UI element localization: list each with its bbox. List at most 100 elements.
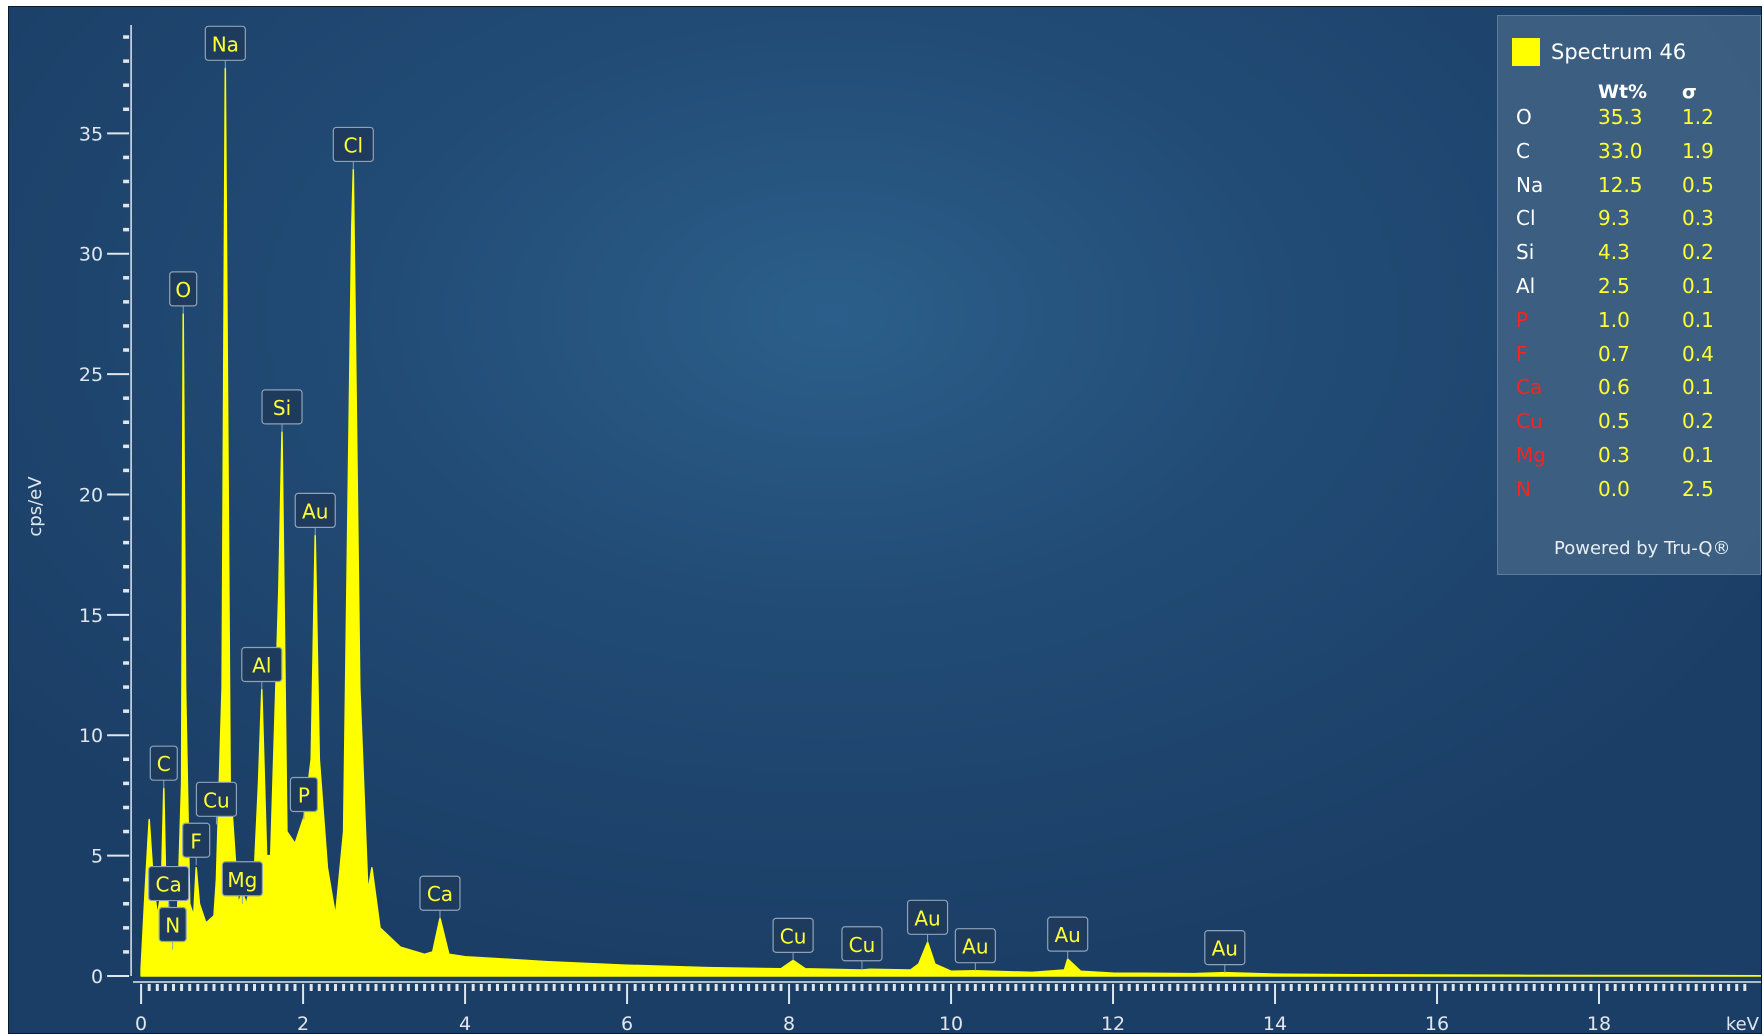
legend-row: Ca 0.6 0.1	[1498, 370, 1760, 404]
legend-row: P 1.0 0.1	[1498, 303, 1760, 337]
legend-row: F 0.7 0.4	[1498, 337, 1760, 371]
x-tick-label: 0	[135, 1013, 147, 1033]
legend-series-name: Spectrum 46	[1551, 40, 1687, 64]
peak-label: Au	[1047, 916, 1089, 960]
legend-element: F	[1516, 341, 1528, 366]
peak-label-text: C	[157, 752, 171, 776]
legend-sigma-value: 0.4	[1682, 341, 1714, 366]
y-axis: 0 5 10 15 20 25 30 35	[79, 25, 132, 988]
legend-wt-value: 1.0	[1598, 307, 1630, 332]
peak-label: Cu	[841, 926, 883, 969]
legend-wt-value: 35.3	[1598, 105, 1643, 129]
y-tick-label: 5	[91, 846, 103, 868]
series-area	[140, 67, 1761, 977]
legend-sigma-value: 1.2	[1682, 105, 1714, 129]
legend-element: Cu	[1516, 409, 1543, 434]
legend-row: Si 4.3 0.2	[1498, 235, 1760, 269]
peak-label: C	[149, 745, 178, 789]
peak-label-text: Cl	[344, 133, 364, 157]
legend-wt-value: 0.6	[1598, 375, 1630, 400]
legend-row: Al 2.5 0.1	[1498, 269, 1760, 303]
peak-label: Na	[204, 25, 246, 69]
peak-label-text: Na	[212, 32, 239, 56]
peak-label-box	[332, 126, 374, 163]
legend-wt-value: 0.3	[1598, 443, 1630, 467]
peak-label-text: Au	[1055, 923, 1081, 947]
peak-label-text: F	[190, 829, 202, 853]
legend-sigma-value: 0.1	[1682, 307, 1714, 332]
peak-label-box	[772, 917, 814, 953]
legend-footer: Powered by Tru-Q®	[1554, 538, 1731, 559]
legend-panel: Spectrum 46 Wt% σ O 35.3 1.2 C 33.0 1.9 Na 12.5…	[1497, 15, 1761, 575]
legend-element: Al	[1516, 274, 1536, 298]
legend-sigma-value: 0.3	[1682, 206, 1714, 231]
legend-element: Si	[1516, 240, 1535, 265]
legend-header-wt: Wt%	[1598, 81, 1648, 103]
peak-label: P	[289, 776, 318, 820]
y-tick-label: 25	[79, 364, 103, 386]
peak-label: Mg	[221, 861, 263, 904]
legend-row: O 35.3 1.2	[1498, 100, 1760, 134]
legend-element: P	[1516, 307, 1529, 332]
peak-label-box	[841, 926, 883, 962]
peak-label: Cu	[772, 917, 814, 961]
legend-wt-value: 2.5	[1598, 274, 1630, 298]
legend-sigma-value: 0.1	[1682, 375, 1714, 400]
peak-label-box	[158, 906, 187, 943]
legend-sigma-value: 0.1	[1682, 443, 1714, 467]
legend-sigma-value: 0.2	[1682, 409, 1714, 434]
legend-element: Mg	[1516, 443, 1546, 467]
x-tick-label: 18	[1587, 1013, 1611, 1033]
peak-label-text: Si	[273, 396, 291, 420]
x-axis-title: keV	[1726, 1014, 1760, 1033]
y-tick-label: 10	[79, 725, 103, 747]
peak-label-text: Ca	[427, 882, 453, 906]
peak-label-text: Cu	[780, 924, 807, 948]
peak-label: Al	[241, 646, 283, 690]
peak-labels: Na Cl O Si Au Al C Cu P F Mg Ca N Ca Cu Cu Au Au Au Au	[148, 25, 1246, 973]
legend-wt-value: 33.0	[1598, 138, 1643, 163]
spectrum-chart: 0 5 10 15 20 25 30 35 0 2 4 6 8 10 12 14 16 18 Na Cl O Si Au…	[25, 25, 1761, 1033]
peak-label: Si	[261, 389, 303, 432]
legend-swatch	[1512, 38, 1540, 66]
legend-wt-value: 0.7	[1598, 341, 1630, 366]
peak-label-box	[419, 875, 461, 911]
legend-element: O	[1516, 105, 1532, 129]
peak-label-box	[261, 389, 303, 425]
peak-label-text: P	[298, 784, 310, 808]
peak-label: Au	[294, 492, 336, 536]
peak-label-box	[148, 865, 190, 902]
legend-element: Ca	[1516, 375, 1543, 400]
peak-label: Au	[954, 928, 996, 971]
peak-label-box	[1204, 930, 1246, 966]
peak-label-text: N	[165, 914, 180, 938]
legend-sigma-value: 2.5	[1682, 476, 1714, 501]
legend-element: C	[1516, 138, 1530, 163]
x-tick-label: 14	[1263, 1013, 1287, 1033]
x-tick-label: 12	[1101, 1013, 1125, 1033]
legend-wt-value: 4.3	[1598, 240, 1630, 265]
legend-row: Mg 0.3 0.1	[1498, 438, 1760, 472]
spectrum-chart-frame: 0 5 10 15 20 25 30 35 0 2 4 6 8 10 12 14 16 18 Na Cl O Si Au…	[8, 6, 1762, 1034]
peak-label-text: Al	[252, 653, 271, 677]
legend-row: N 0.0 2.5	[1498, 472, 1760, 506]
peak-label-text: O	[175, 278, 191, 302]
x-tick-label: 6	[621, 1013, 633, 1033]
peak-label: N	[158, 906, 187, 950]
peak-label: Au	[906, 899, 949, 943]
legend-wt-value: 12.5	[1598, 172, 1643, 197]
peak-label: O	[169, 271, 198, 314]
x-tick-label: 4	[459, 1013, 471, 1033]
peak-label-box	[906, 899, 949, 935]
peak-label: Ca	[419, 875, 461, 919]
legend-row: Cl 9.3 0.3	[1498, 201, 1760, 235]
peak-label: Cl	[332, 126, 374, 170]
legend-element: Cl	[1516, 206, 1536, 231]
legend-sigma-value: 0.2	[1682, 240, 1714, 265]
x-tick-label: 8	[783, 1013, 795, 1033]
legend-row: Na 12.5 0.5	[1498, 168, 1760, 202]
y-tick-label: 20	[79, 484, 103, 506]
peak-label-text: Au	[302, 499, 328, 523]
legend-wt-value: 0.0	[1598, 476, 1630, 501]
legend-sigma-value: 1.9	[1682, 138, 1714, 163]
